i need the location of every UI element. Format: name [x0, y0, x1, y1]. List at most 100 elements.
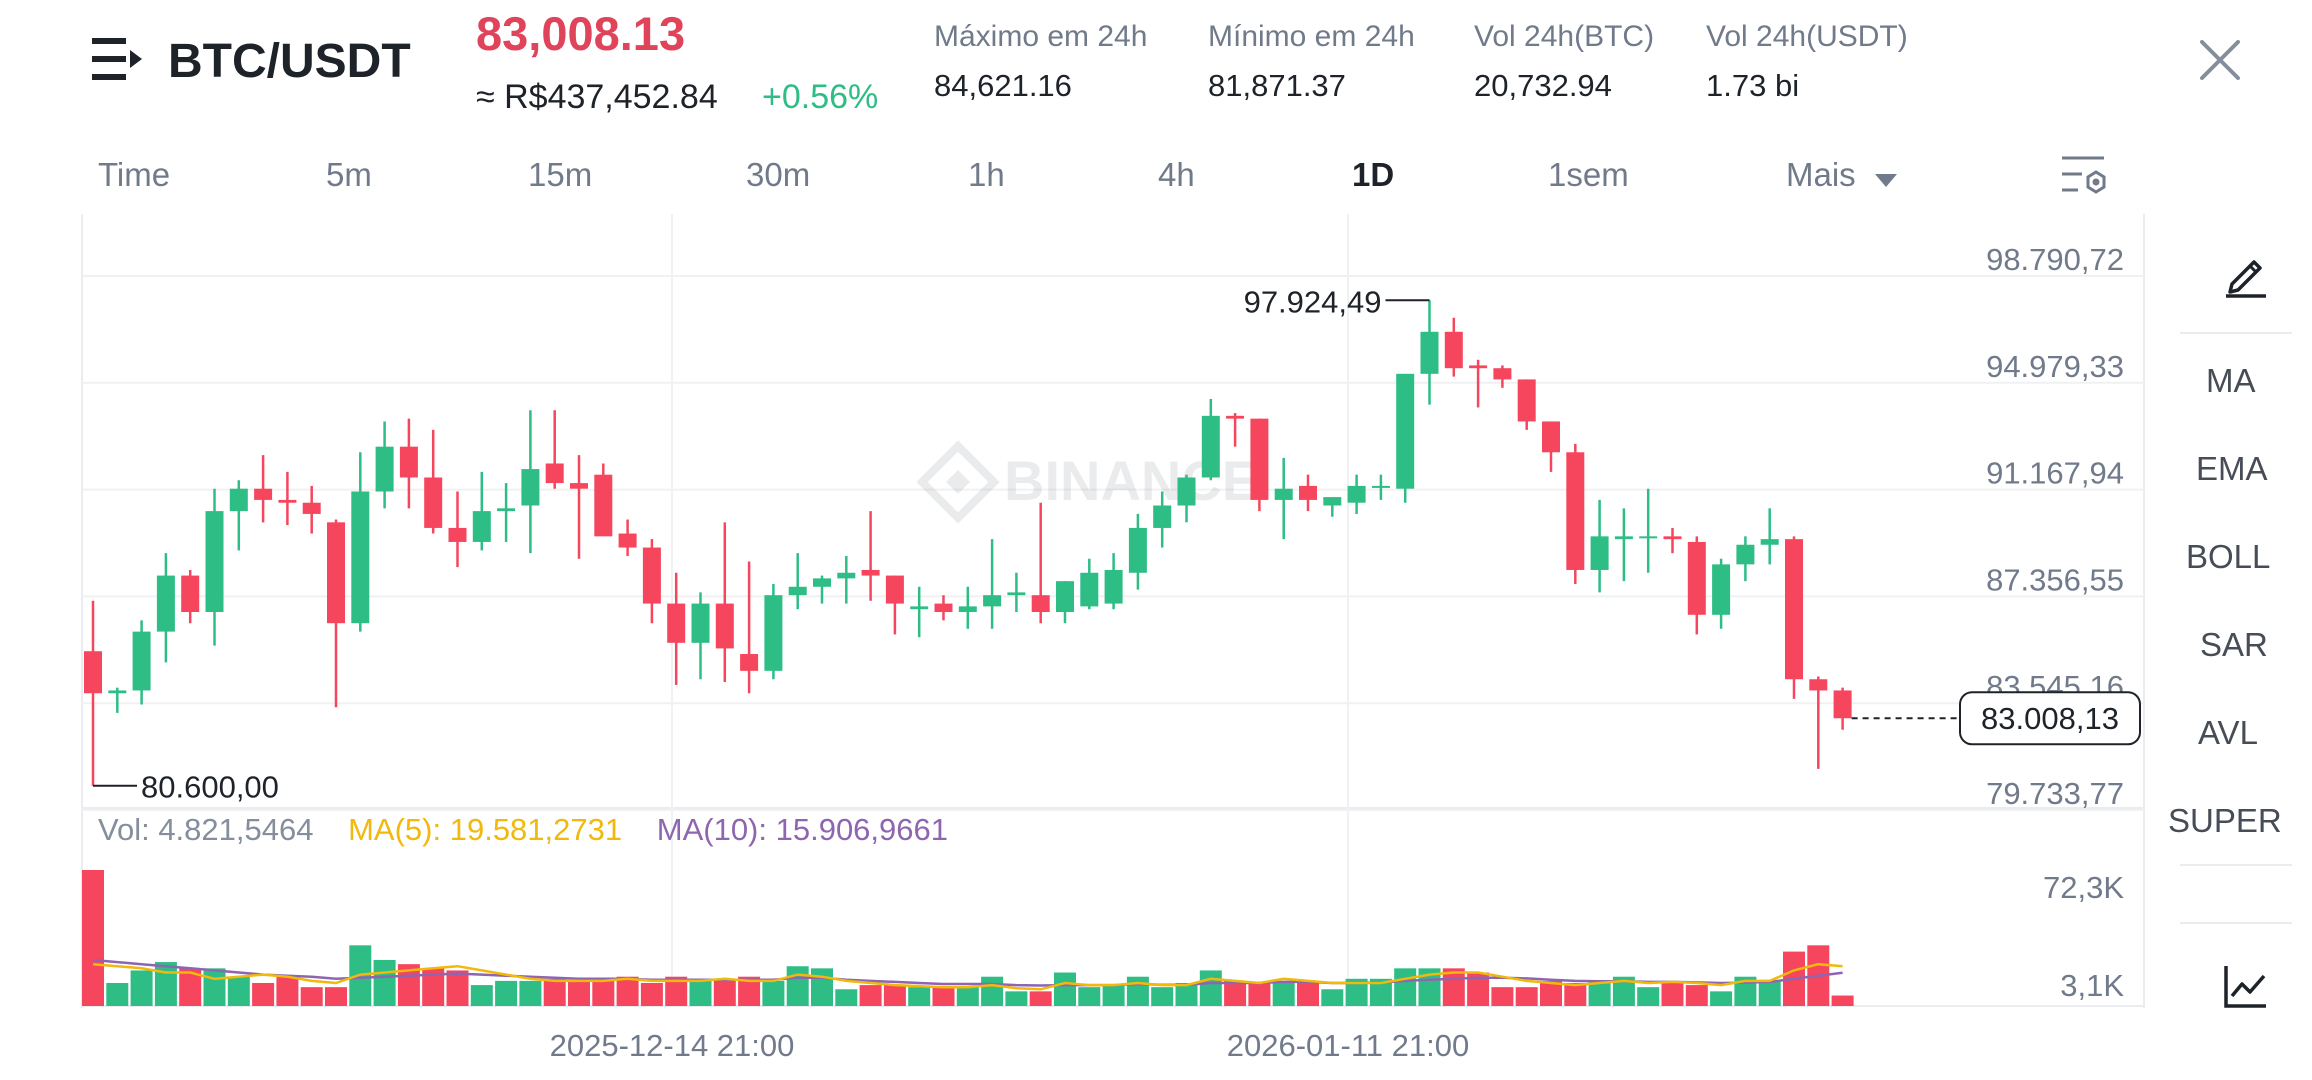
tab-more[interactable]: Mais [1786, 156, 1897, 196]
volume-bar [883, 985, 906, 1006]
volume-bar [908, 987, 931, 1006]
tab-time[interactable]: Time [98, 156, 171, 193]
stat-vol-btc-value: 20,732.94 [1474, 68, 1612, 103]
candle-body [229, 488, 248, 512]
volume-bar [82, 870, 104, 1006]
tab-more-label: Mais [1786, 156, 1856, 193]
tab-30m[interactable]: 30m [746, 156, 811, 193]
candle-body [472, 511, 491, 542]
candle-body [351, 491, 370, 624]
price-change-percent: +0.56% [762, 78, 879, 116]
volume-bar [1710, 991, 1733, 1006]
candle-body [1833, 690, 1852, 719]
candle-body [1396, 373, 1415, 489]
candle-body [1663, 536, 1682, 540]
volume-bar [786, 966, 809, 1006]
candle-body [1809, 679, 1828, 691]
volume-bar [1248, 982, 1271, 1006]
chart-settings-icon[interactable] [2058, 152, 2110, 200]
volume-bar [1418, 968, 1441, 1006]
indicator-avl[interactable]: AVL [2198, 714, 2258, 751]
volume-bar [1467, 972, 1490, 1006]
volume-bar [592, 978, 615, 1006]
volume-bar [1661, 982, 1684, 1006]
tab-5m[interactable]: 5m [326, 156, 372, 193]
tab-1h[interactable]: 1h [968, 156, 1005, 193]
candle-body [254, 488, 273, 500]
candle-body [594, 474, 613, 537]
tab-15m[interactable]: 15m [528, 156, 593, 193]
volume-bar [762, 980, 785, 1006]
candle-body [1128, 527, 1147, 573]
stat-vol-btc-label: Vol 24h(BTC) [1474, 20, 1655, 53]
candle-body [1274, 488, 1293, 500]
candle-body [375, 446, 394, 492]
volume-bar [689, 980, 712, 1006]
candle-body [764, 595, 783, 671]
volume-bar [179, 968, 202, 1006]
candle-body [740, 654, 759, 671]
stat-high-value: 84,621.16 [934, 68, 1072, 103]
volume-bar [665, 976, 688, 1006]
high-marker-label: 97.924,49 [1244, 284, 1382, 319]
last-price: 83,008.13 [476, 7, 686, 60]
candle-body [934, 603, 953, 612]
candle-body [156, 575, 175, 632]
pair-title[interactable]: BTC/USDT [168, 35, 411, 88]
volume-bar [1612, 976, 1635, 1006]
indicator-ema[interactable]: EMA [2196, 450, 2268, 487]
candle-body [448, 527, 467, 542]
stat-high-label: Máximo em 24h [934, 20, 1148, 53]
indicator-ma[interactable]: MA [2206, 362, 2256, 399]
volume-ma10-line [92, 958, 1843, 987]
indicator-sar[interactable]: SAR [2200, 626, 2268, 663]
volume-bar [1831, 995, 1854, 1006]
candle-body [1444, 331, 1463, 369]
volume-bar [1345, 978, 1368, 1006]
candle-body [642, 547, 661, 604]
candle-body [1299, 485, 1317, 500]
candle-body [302, 502, 321, 514]
fiat-price: ≈ R$437,452.84 [476, 78, 718, 116]
candle-body [861, 569, 880, 576]
candle-body [910, 606, 929, 610]
candle-body [715, 603, 734, 649]
candle-body [1153, 505, 1172, 528]
candle-body [1566, 452, 1585, 570]
candle-body [1226, 415, 1245, 419]
candle-body [1517, 379, 1536, 422]
indicator-super[interactable]: SUPER [2168, 802, 2282, 839]
candle-body [1614, 536, 1633, 540]
time-axis-label: 2026-01-11 21:00 [1227, 1028, 1469, 1063]
candle-body [1760, 539, 1779, 545]
candle-body [497, 508, 516, 512]
volume-bar [1029, 991, 1052, 1006]
candle-body [1469, 365, 1488, 369]
candle-body [1201, 415, 1220, 478]
volume-bar [519, 980, 542, 1006]
draw-tool-icon[interactable] [2222, 250, 2270, 303]
candle-body [813, 578, 831, 587]
volume-bar [932, 987, 955, 1006]
volume-bar [252, 982, 275, 1006]
menu-icon[interactable] [92, 36, 144, 84]
close-icon[interactable] [2196, 36, 2244, 84]
volume-bar [1005, 991, 1028, 1006]
tab-1d[interactable]: 1D [1352, 156, 1395, 193]
candle-body [1056, 581, 1074, 612]
candle-body [1080, 572, 1099, 607]
tab-4h[interactable]: 4h [1158, 156, 1195, 193]
volume-bar [300, 987, 323, 1006]
volume-bar [1199, 970, 1222, 1006]
candle-body [1493, 368, 1512, 380]
tab-1sem[interactable]: 1sem [1548, 156, 1629, 193]
candle-body [1687, 541, 1706, 615]
volume-legend-ma5: MA(5): 19.581,2731 [348, 812, 623, 847]
price-axis-label: 91.167,94 [1986, 456, 2124, 491]
price-axis: 98.790,7294.979,3391.167,9487.356,5583.5… [550, 242, 2141, 1063]
indicator-boll[interactable]: BOLL [2186, 538, 2271, 575]
volume-bar [1637, 987, 1660, 1006]
volume-bar [859, 985, 882, 1006]
indicator-chart-icon[interactable] [2222, 962, 2270, 1015]
